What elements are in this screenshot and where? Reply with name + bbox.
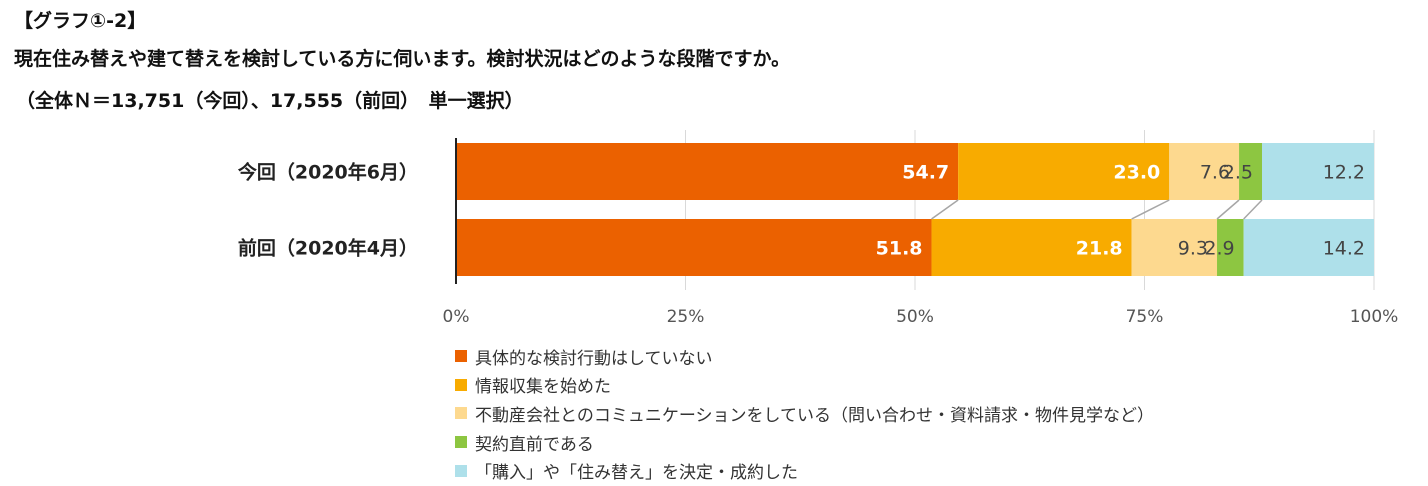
data-label: 51.8 bbox=[876, 238, 923, 260]
bar-segment bbox=[1243, 219, 1374, 276]
data-label: 23.0 bbox=[1113, 162, 1160, 184]
bar-segment bbox=[1169, 143, 1240, 200]
legend-label: 契約直前である bbox=[475, 434, 594, 455]
bar-segment bbox=[1239, 143, 1263, 200]
bar-segment bbox=[931, 219, 1132, 276]
legend-label: 不動産会社とのコミュニケーションをしている（問い合わせ・資料請求・物件見学など） bbox=[475, 405, 1154, 426]
legend-label: 具体的な検討行動はしていない bbox=[475, 348, 713, 369]
data-label: 7.6 bbox=[1200, 162, 1230, 184]
legend-item: 不動産会社とのコミュニケーションをしている（問い合わせ・資料請求・物件見学など） bbox=[455, 399, 1154, 428]
chart-legend: 具体的な検討行動はしていない 情報収集を始めた不動産会社とのコミュニケーションをし… bbox=[455, 342, 1154, 485]
series-connector bbox=[1243, 199, 1263, 220]
x-tick-label: 0% bbox=[443, 307, 470, 327]
legend-item: 「購入」や「住み替え」を決定・成約した bbox=[455, 456, 1154, 485]
x-tick-label: 75% bbox=[1126, 307, 1164, 327]
category-label: 前回（2020年4月） bbox=[238, 237, 418, 260]
bar-segment bbox=[1262, 143, 1374, 200]
legend-item: 情報収集を始めた bbox=[455, 371, 1154, 400]
bar-segment bbox=[1217, 219, 1244, 276]
bar-segment bbox=[456, 219, 932, 276]
data-label: 12.2 bbox=[1323, 162, 1365, 184]
legend-item: 契約直前である bbox=[455, 428, 1154, 457]
chart-sample-note: （全体Ｎ＝13,751（今回）、17,555（前回） 単一選択） bbox=[16, 90, 524, 112]
data-label: 2.9 bbox=[1204, 238, 1234, 260]
bar-segment bbox=[1131, 219, 1218, 276]
x-tick-label: 25% bbox=[667, 307, 705, 327]
legend-swatch bbox=[455, 436, 467, 449]
chart-label: 【グラフ①-2】 bbox=[14, 10, 147, 32]
data-label: 21.8 bbox=[1076, 238, 1123, 260]
data-label: 2.5 bbox=[1223, 162, 1253, 184]
legend-label: 情報収集を始めた bbox=[475, 377, 611, 398]
series-connector bbox=[1216, 199, 1240, 220]
legend-swatch bbox=[455, 378, 467, 391]
data-label: 14.2 bbox=[1323, 238, 1365, 260]
x-tick-label: 50% bbox=[896, 307, 934, 327]
data-label: 9.3 bbox=[1178, 238, 1208, 260]
chart-question: 現在住み替えや建て替えを検討している方に伺います。検討状況はどのような段階ですか… bbox=[14, 48, 791, 70]
legend-swatch bbox=[455, 407, 467, 420]
legend-swatch bbox=[455, 350, 467, 363]
legend-label: 「購入」や「住み替え」を決定・成約した bbox=[475, 463, 798, 484]
bar-segment bbox=[456, 143, 959, 200]
series-connector bbox=[931, 199, 959, 220]
bar-segment bbox=[958, 143, 1170, 200]
series-connector bbox=[1131, 199, 1170, 220]
category-label: 今回（2020年6月） bbox=[237, 161, 418, 184]
stacked-bar-chart: 0% 25% 50% 75% 100% 今回（2020年6月） 前回（2020年4月） 54.… bbox=[237, 130, 1399, 327]
legend-swatch bbox=[455, 464, 467, 477]
data-label: 54.7 bbox=[902, 162, 949, 184]
x-tick-label: 100% bbox=[1350, 307, 1399, 327]
legend-item: 具体的な検討行動はしていない bbox=[455, 342, 1154, 371]
